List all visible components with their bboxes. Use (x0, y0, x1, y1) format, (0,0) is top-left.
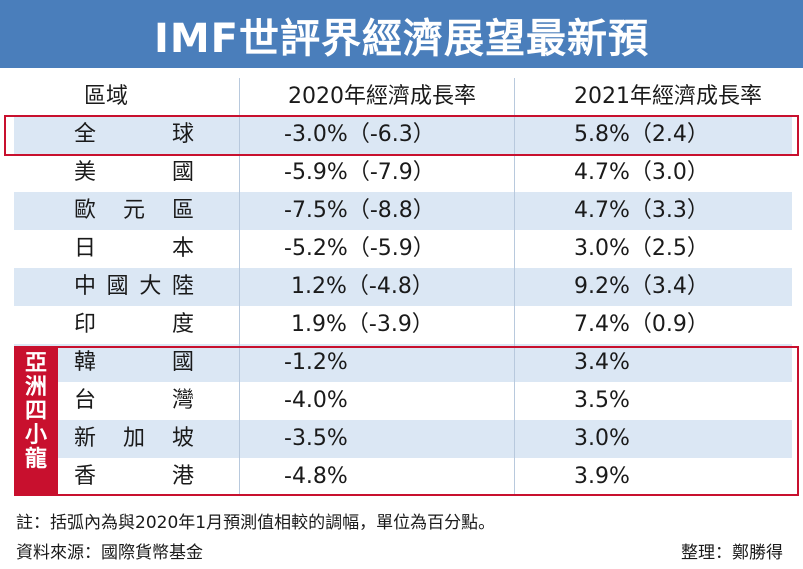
region-cell: 香港 (74, 464, 194, 489)
growth-2020-cell: -7.5%（-8.8） (284, 198, 435, 223)
growth-2021-cell: 3.0% (574, 426, 630, 451)
credit-note: 整理：鄭勝得 (681, 543, 783, 563)
growth-2020-cell: -5.2%（-5.9） (284, 236, 435, 261)
growth-2021-cell: 3.9% (574, 464, 630, 489)
region-cell: 歐元區 (74, 198, 194, 223)
table-row: 中國大陸 1.2%（-4.8） 9.2%（3.4） (14, 268, 792, 306)
four-tigers-char: 亞 (24, 351, 47, 376)
growth-2021-cell: 3.0%（2.5） (574, 236, 709, 261)
four-tigers-char: 洲 (24, 375, 47, 400)
data-table: 區域 2020年經濟成長率 2021年經濟成長率 全球 -3.0%（-6.3） … (14, 78, 792, 496)
page-title: IMF世評界經濟展望最新預 (153, 16, 649, 62)
table-row: 韓國 -1.2% 3.4% (14, 344, 792, 382)
table-row: 香港 -4.8% 3.9% (14, 458, 792, 496)
growth-2021-cell: 9.2%（3.4） (574, 274, 709, 299)
region-cell: 台灣 (74, 388, 194, 413)
region-cell: 新加坡 (74, 426, 194, 451)
region-cell: 中國大陸 (74, 274, 194, 299)
global-highlight-box (4, 115, 799, 156)
table-row: 歐元區 -7.5%（-8.8） 4.7%（3.3） (14, 192, 792, 230)
growth-2020-cell: -3.5% (284, 426, 348, 451)
table-row: 印度 1.9%（-3.9） 7.4%（0.9） (14, 306, 792, 344)
growth-2021-cell: 3.4% (574, 350, 630, 375)
region-cell: 印度 (74, 312, 194, 337)
region-cell: 韓國 (74, 350, 194, 375)
growth-2021-cell: 4.7%（3.3） (574, 198, 709, 223)
four-tigers-label: 亞 洲 四 小 龍 (14, 346, 58, 496)
table-row: 台灣 -4.0% 3.5% (14, 382, 792, 420)
four-tigers-char: 四 (24, 399, 47, 424)
growth-2021-cell: 3.5% (574, 388, 630, 413)
growth-2021-cell: 4.7%（3.0） (574, 160, 709, 185)
table-row: 全球 -3.0%（-6.3） 5.8%（2.4） (14, 116, 792, 154)
title-banner (0, 0, 803, 68)
growth-2020-cell: -5.9%（-7.9） (284, 160, 435, 185)
footnote: 註：括弧內為與2020年1月預測值相較的調幅，單位為百分點。 (16, 513, 496, 533)
header-region: 區域 (84, 84, 129, 109)
source-note: 資料來源：國際貨幣基金 (16, 543, 203, 563)
table-row: 新加坡 -3.5% 3.0% (14, 420, 792, 458)
growth-2020-cell: 1.2%（-4.8） (284, 274, 434, 299)
four-tigers-char: 小 (24, 423, 47, 448)
four-tigers-char: 龍 (24, 447, 47, 472)
region-cell: 美國 (74, 160, 194, 185)
table-row: 美國 -5.9%（-7.9） 4.7%（3.0） (14, 154, 792, 192)
header-2020: 2020年經濟成長率 (288, 84, 476, 109)
growth-2020-cell: -3.0%（-6.3） (284, 122, 435, 147)
region-cell: 全球 (74, 122, 194, 147)
growth-2021-cell: 5.8%（2.4） (574, 122, 709, 147)
growth-2020-cell: -4.0% (284, 388, 348, 413)
column-divider (514, 78, 515, 496)
region-cell: 日本 (74, 236, 194, 261)
table-row: 日本 -5.2%（-5.9） 3.0%（2.5） (14, 230, 792, 268)
column-divider (239, 78, 240, 496)
table-header-row: 區域 2020年經濟成長率 2021年經濟成長率 (14, 78, 792, 116)
growth-2020-cell: -1.2% (284, 350, 348, 375)
four-tigers-highlight-box (14, 346, 799, 496)
growth-2020-cell: -4.8% (284, 464, 348, 489)
growth-2021-cell: 7.4%（0.9） (574, 312, 709, 337)
growth-2020-cell: 1.9%（-3.9） (284, 312, 434, 337)
header-2021: 2021年經濟成長率 (574, 84, 762, 109)
